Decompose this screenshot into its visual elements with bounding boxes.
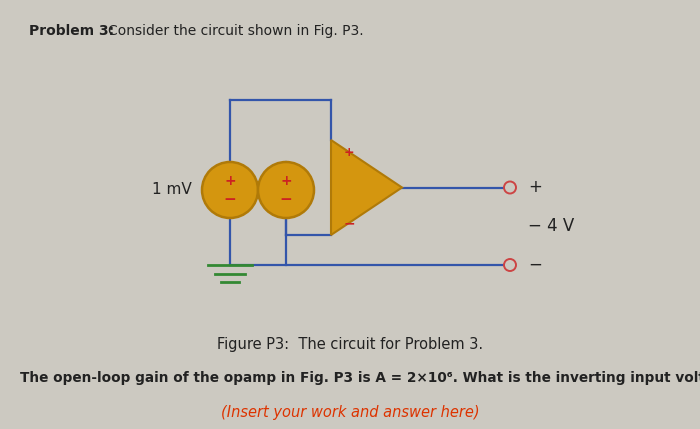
Text: +: + [280, 174, 292, 188]
Text: −: − [343, 216, 355, 230]
Text: −: − [223, 191, 237, 206]
Text: − 4 V: − 4 V [528, 217, 574, 235]
Text: (Insert your work and answer here): (Insert your work and answer here) [220, 405, 480, 420]
Circle shape [504, 259, 516, 271]
Circle shape [202, 162, 258, 218]
Text: Problem 3:: Problem 3: [29, 24, 115, 38]
Polygon shape [331, 140, 402, 235]
Text: +: + [344, 145, 354, 158]
Text: +: + [224, 174, 236, 188]
Text: Figure P3:  The circuit for Problem 3.: Figure P3: The circuit for Problem 3. [217, 337, 483, 352]
Text: −: − [528, 256, 542, 274]
Circle shape [504, 181, 516, 193]
Text: Consider the circuit shown in Fig. P3.: Consider the circuit shown in Fig. P3. [108, 24, 364, 38]
Text: 1 mV: 1 mV [153, 182, 192, 197]
Text: +: + [528, 178, 542, 196]
Text: The open-loop gain of the opamp in Fig. P3 is A = 2×10⁶. What is the inverting i: The open-loop gain of the opamp in Fig. … [20, 371, 700, 385]
Text: −: − [279, 191, 293, 206]
Circle shape [258, 162, 314, 218]
